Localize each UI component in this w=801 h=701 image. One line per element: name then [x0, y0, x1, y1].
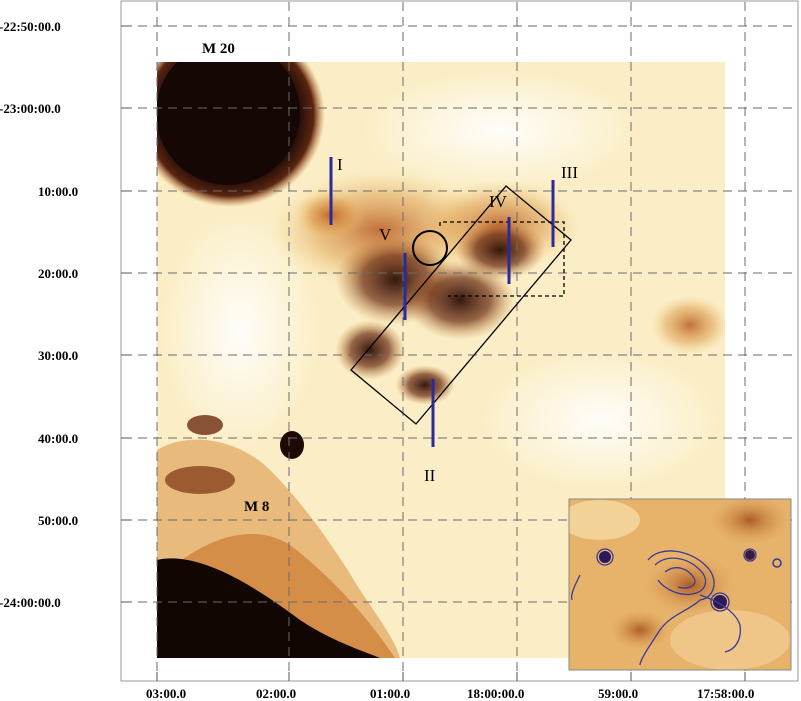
ra-label-4: 18:00:00.0 [467, 686, 524, 701]
dec-label-2: -23:00:00.0 [0, 101, 61, 116]
emission-map [157, 62, 725, 658]
region-label-v: V [379, 225, 392, 244]
dec-axis-labels: -22:50:00.0 -23:00:00.0 10:00.0 20:00.0 … [0, 19, 78, 610]
label-m8: M 8 [244, 499, 269, 515]
axis-ticks [121, 25, 746, 681]
survey-region-box [350, 185, 572, 425]
label-m20: M 20 [202, 41, 235, 57]
dec-label-8: -24:00:00.0 [0, 595, 61, 610]
ra-label-2: 02:00.0 [256, 686, 296, 701]
coordinate-grid [123, 2, 798, 680]
ra-label-3: 01:00.0 [370, 686, 410, 701]
region-label-iv: IV [489, 192, 508, 211]
dec-label-5: 30:00.0 [38, 348, 78, 363]
inset-contours [570, 548, 757, 666]
dec-label-6: 40:00.0 [38, 431, 78, 446]
region-markers [329, 157, 555, 447]
inset-map [568, 498, 792, 671]
ra-label-1: 03:00.0 [146, 686, 186, 701]
dec-label-1: -22:50:00.0 [0, 19, 61, 34]
plot-border [120, 0, 799, 682]
dec-label-4: 20:00.0 [38, 266, 78, 281]
ra-axis-labels: 03:00.0 02:00.0 01:00.0 18:00:00.0 59:00… [146, 686, 754, 701]
region-label-iii: III [561, 163, 578, 182]
dec-label-3: 10:00.0 [38, 184, 78, 199]
ra-label-5: 59:00.0 [598, 686, 638, 701]
dec-label-7: 50:00.0 [38, 513, 78, 528]
ra-label-6: 17:58:00.0 [697, 686, 754, 701]
region-label-ii: II [424, 466, 436, 485]
region-label-i: I [337, 155, 343, 174]
